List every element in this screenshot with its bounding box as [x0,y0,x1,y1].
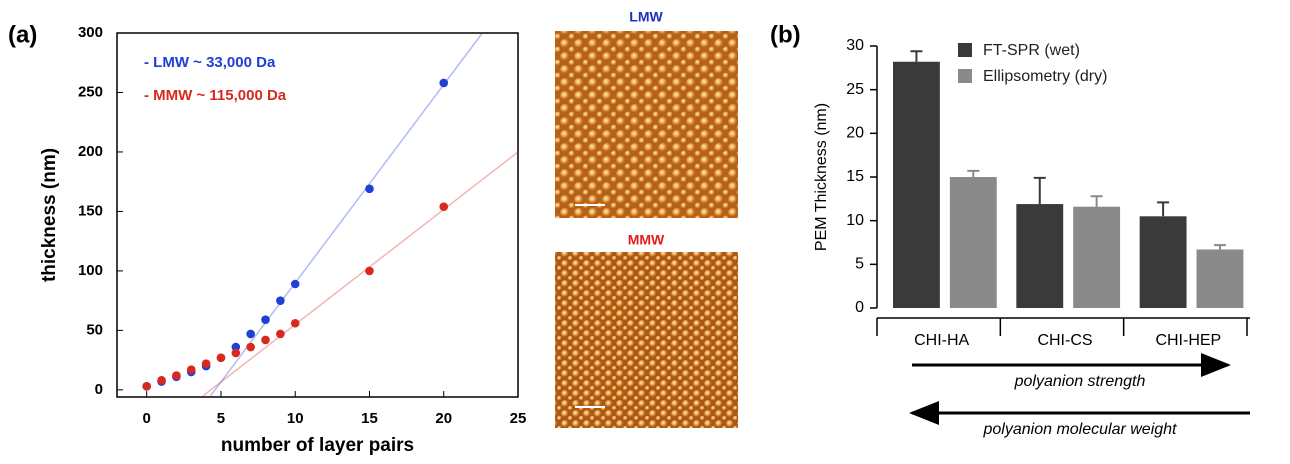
x-tick-label: 10 [287,410,304,427]
afm-image [555,252,738,428]
panel-label: (b) [770,21,801,48]
y-tick-label: 250 [78,83,103,100]
legend-label: Ellipsometry (dry) [983,68,1107,85]
legend-label: - MMW ~ 115,000 Da [144,87,287,104]
x-tick-label: 20 [435,410,452,427]
data-point [439,202,449,211]
error-bar [1157,201,1170,217]
x-axis-label: number of layer pairs [221,435,414,456]
data-point [172,371,181,380]
data-point [186,365,196,374]
data-point [261,335,270,345]
data-point [290,279,300,289]
data-point [216,353,226,363]
data-point [261,315,270,324]
data-point [276,296,285,305]
data-point [439,78,449,88]
legend-label: - LMW ~ 33,000 Da [144,54,276,71]
bar [893,61,940,308]
error-bar [1213,244,1226,250]
data-point [246,342,255,352]
panel-label: (a) [8,21,37,48]
data-point [231,348,241,358]
y-tick-label: 15 [846,168,864,185]
y-tick-label: 0 [855,299,864,316]
data-point [365,266,374,276]
bar [1016,204,1064,308]
annotation: polyanion strength [1014,373,1146,390]
error-bar [1033,176,1046,205]
error-bar [910,50,923,62]
y-tick-label: 30 [846,37,864,54]
x-tick-label: 25 [510,410,527,427]
y-tick-label: 150 [78,202,103,219]
error-bar [1090,195,1103,207]
x-tick-label: CHI-HEP [1155,332,1221,349]
y-tick-label: 100 [78,262,103,279]
data-point [290,318,300,328]
fit-line [202,151,519,397]
bar [949,177,997,308]
data-point [231,342,241,352]
data-point [365,184,374,194]
annotation: polyanion molecular weight [983,421,1178,438]
bar [1196,249,1244,308]
bar [1073,206,1121,308]
data-point [246,329,255,339]
y-tick-label: 5 [855,256,864,273]
y-tick-label: 200 [78,143,103,160]
y-axis-label: PEM Thickness (nm) [813,103,830,251]
data-point [276,329,285,339]
image-title: LMW [629,9,663,25]
y-tick-label: 25 [846,81,864,98]
legend-swatch [958,69,972,83]
data-point [142,381,152,391]
fit-line [209,32,483,397]
error-bar [967,169,980,177]
x-tick-label: 5 [217,410,225,427]
x-tick-label: 15 [361,410,378,427]
data-point [201,359,211,368]
bar [1139,216,1187,308]
y-axis-label: thickness (nm) [39,148,60,282]
y-tick-label: 0 [95,381,103,398]
x-tick-label: 0 [143,410,151,427]
data-point [157,376,166,385]
legend-label: FT-SPR (wet) [983,42,1080,59]
x-tick-label: CHI-HA [914,332,969,349]
image-title: MMW [628,232,665,248]
afm-image [555,31,738,218]
y-tick-label: 50 [86,321,103,338]
y-tick-label: 20 [846,125,864,142]
y-tick-label: 10 [846,212,864,229]
legend-swatch [958,43,972,57]
plot-frame [116,32,519,398]
y-tick-label: 300 [78,24,103,41]
x-tick-label: CHI-CS [1037,332,1092,349]
